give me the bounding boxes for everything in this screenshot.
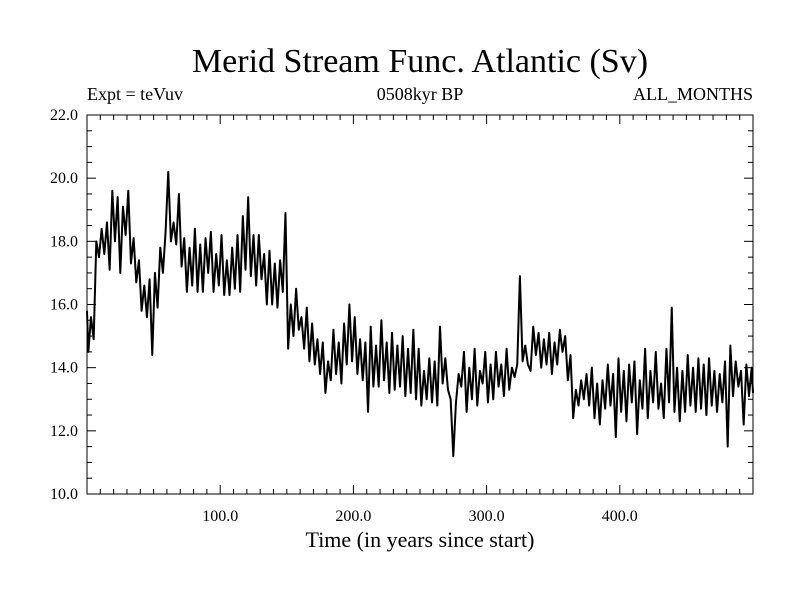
y-tick-label: 20.0: [50, 170, 78, 187]
plot-area: 100.0 200.0 300.0 400.0 10.0 12.0 14.0 16.0 18.0…: [50, 107, 754, 525]
x-tick-label: 100.0: [202, 508, 238, 525]
axis-ticks: 100.0 200.0 300.0 400.0 10.0 12.0 14.0 16.0 18.0…: [50, 107, 753, 525]
y-tick-label: 22.0: [50, 107, 78, 124]
y-tick-label: 16.0: [50, 297, 78, 314]
series-line: [86, 170, 754, 458]
months-label: ALL_MONTHS: [633, 84, 753, 104]
x-tick-label: 400.0: [602, 508, 638, 525]
period-label: 0508kyr BP: [377, 84, 464, 104]
experiment-label: Expt = teVuv: [87, 84, 183, 104]
chart-title: Merid Stream Func. Atlantic (Sv): [192, 43, 648, 80]
x-axis-label: Time (in years since start): [306, 527, 535, 552]
x-tick-label: 300.0: [469, 508, 505, 525]
y-tick-label: 18.0: [50, 233, 78, 250]
y-tick-label: 10.0: [50, 486, 78, 503]
y-tick-label: 14.0: [50, 360, 78, 377]
plot-frame: [86, 114, 754, 495]
x-tick-label: 200.0: [335, 508, 371, 525]
y-tick-label: 12.0: [50, 423, 78, 440]
